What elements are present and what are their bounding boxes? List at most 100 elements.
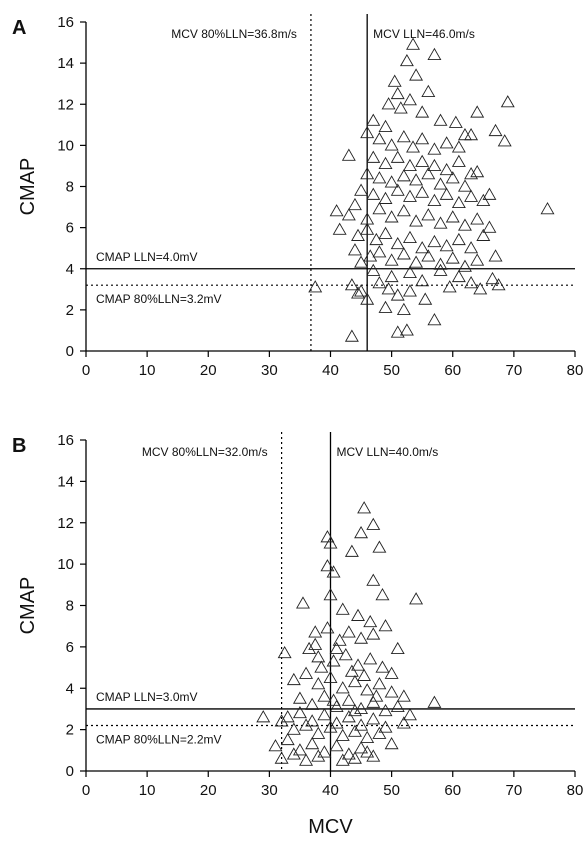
data-point — [482, 220, 497, 233]
data-point — [384, 175, 399, 188]
data-point — [372, 276, 387, 289]
data-point — [277, 645, 292, 659]
data-point — [369, 232, 384, 246]
data-point — [280, 732, 295, 746]
data-point — [378, 720, 393, 733]
data-point — [488, 123, 503, 137]
data-point — [357, 501, 372, 514]
data-point — [476, 228, 491, 241]
data-point — [418, 292, 433, 305]
x-axis-title: MCV — [308, 816, 353, 838]
data-point — [354, 718, 369, 731]
reference-line-label: CMAP 80%LLN=3.2mV — [96, 292, 222, 306]
data-point — [396, 247, 411, 260]
data-point — [363, 652, 378, 665]
data-point — [378, 703, 393, 717]
data-point — [381, 97, 396, 110]
data-point — [329, 641, 344, 655]
data-point — [344, 664, 359, 677]
reference-line-label: CMAP LLN=3.0mV — [96, 690, 198, 704]
data-point — [451, 154, 466, 167]
data-point — [396, 302, 411, 315]
data-point — [451, 140, 466, 153]
data-point — [464, 241, 479, 254]
data-point — [372, 171, 387, 184]
data-point — [347, 703, 362, 717]
y-tick-label: 16 — [57, 14, 74, 31]
data-point — [360, 167, 375, 180]
x-tick-label: 0 — [82, 782, 90, 799]
data-point — [347, 197, 362, 211]
data-point — [476, 193, 491, 206]
data-point — [393, 101, 408, 114]
data-point — [299, 753, 314, 766]
data-point — [372, 540, 387, 553]
data-point — [409, 255, 424, 268]
y-tick-label: 10 — [57, 556, 74, 573]
data-points — [256, 501, 442, 766]
y-tick-label: 0 — [66, 763, 74, 780]
panel-b: B 0 10 20 30 40 50 60 70 80 0 2 4 6 8 10 12 14 16 CMAP MCV MC… — [12, 432, 583, 838]
y-tick-label: 8 — [66, 179, 74, 196]
data-point — [341, 208, 356, 221]
data-point — [378, 619, 393, 632]
data-point — [311, 726, 326, 739]
data-point — [366, 517, 381, 530]
data-point — [299, 666, 314, 679]
data-point — [390, 86, 405, 100]
x-tick-label: 40 — [322, 362, 339, 379]
data-point — [323, 720, 338, 733]
data-point — [286, 722, 301, 735]
data-point — [326, 654, 341, 667]
data-point — [445, 251, 460, 264]
data-point — [317, 689, 332, 702]
data-point — [470, 105, 485, 118]
data-point — [439, 136, 454, 149]
data-point — [314, 660, 329, 673]
data-point — [347, 751, 362, 764]
data-point — [366, 627, 381, 640]
data-point — [421, 167, 436, 180]
data-point — [292, 705, 307, 719]
data-point — [354, 701, 369, 715]
data-point — [402, 230, 417, 244]
y-tick-label: 6 — [66, 220, 74, 237]
data-point — [442, 280, 457, 293]
data-point — [320, 559, 335, 572]
data-point — [360, 222, 375, 235]
data-point — [338, 648, 353, 661]
y-tick-label: 8 — [66, 598, 74, 615]
data-point — [409, 173, 424, 186]
y-tick-label: 4 — [66, 261, 74, 278]
x-tick-label: 10 — [139, 362, 156, 379]
x-tick-label: 20 — [200, 782, 217, 799]
data-point — [351, 286, 365, 299]
data-point — [427, 695, 442, 708]
data-point — [381, 282, 396, 295]
data-point — [372, 202, 387, 215]
data-point — [351, 608, 365, 621]
data-point — [399, 323, 414, 336]
data-point — [421, 208, 436, 221]
data-point — [357, 668, 372, 681]
y-tick-label: 14 — [57, 55, 74, 72]
data-point — [390, 150, 405, 163]
data-point — [354, 255, 369, 268]
data-point — [500, 95, 515, 108]
data-point — [406, 140, 420, 153]
data-point — [347, 674, 362, 688]
data-point — [341, 710, 356, 723]
data-point — [387, 74, 402, 87]
data-point — [485, 271, 500, 285]
data-point — [457, 179, 472, 192]
data-point — [457, 127, 472, 141]
reference-line-label: CMAP LLN=4.0mV — [96, 250, 198, 264]
data-point — [384, 685, 399, 698]
data-point — [375, 588, 390, 601]
data-point — [323, 536, 338, 549]
data-point — [421, 249, 436, 262]
data-point — [341, 747, 356, 760]
data-point — [360, 292, 375, 305]
data-point — [451, 232, 466, 246]
data-point — [344, 329, 359, 342]
